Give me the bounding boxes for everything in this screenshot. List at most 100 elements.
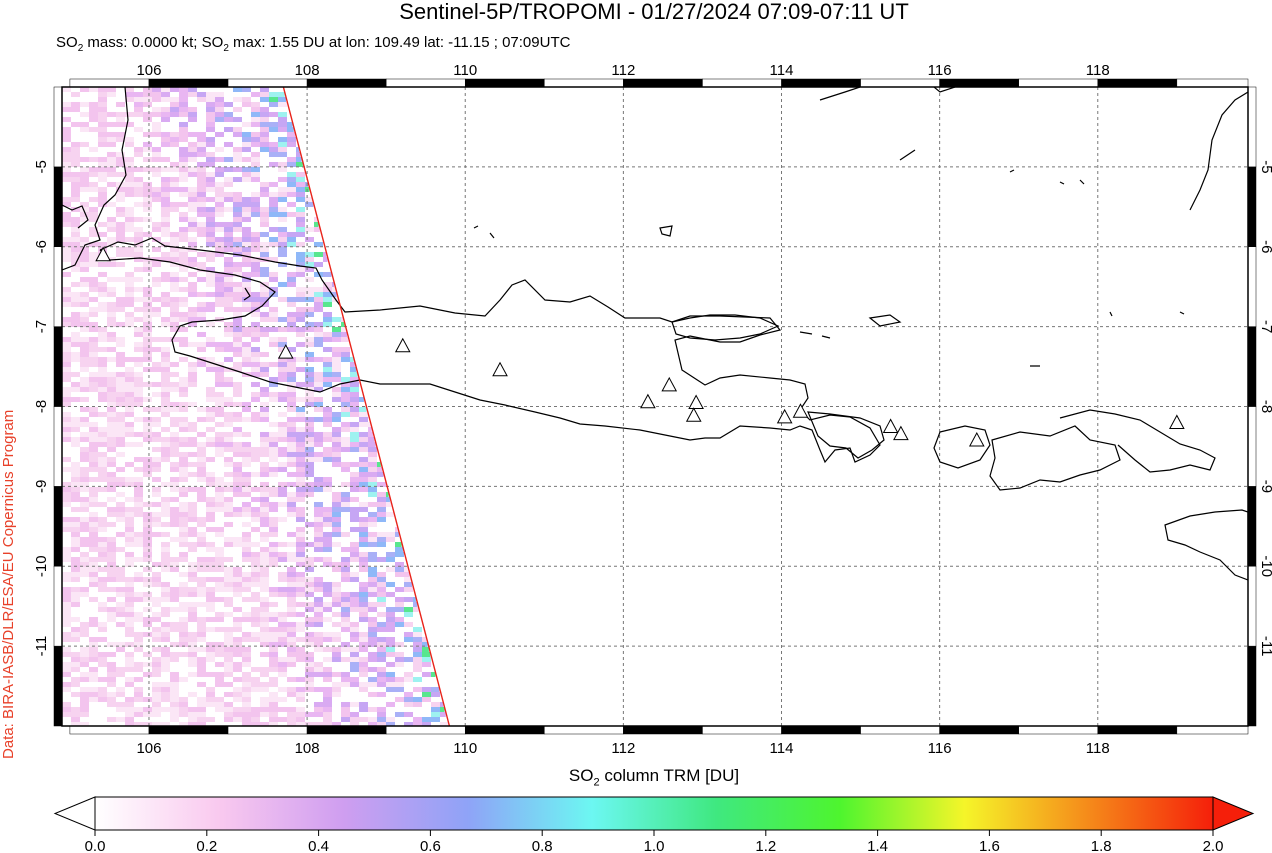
so2-pixel bbox=[251, 667, 260, 672]
so2-pixel bbox=[107, 717, 116, 722]
so2-pixel bbox=[197, 497, 206, 502]
so2-pixel bbox=[62, 352, 71, 357]
so2-pixel bbox=[197, 197, 206, 202]
so2-pixel bbox=[143, 347, 152, 352]
so2-pixel bbox=[242, 647, 251, 652]
so2-pixel bbox=[89, 147, 98, 152]
so2-pixel bbox=[215, 587, 224, 592]
so2-pixel bbox=[341, 327, 346, 332]
so2-pixel bbox=[251, 687, 260, 692]
so2-pixel bbox=[125, 677, 134, 682]
so2-pixel bbox=[62, 547, 71, 552]
so2-pixel bbox=[251, 352, 260, 357]
so2-pixel bbox=[71, 122, 80, 127]
so2-pixel bbox=[323, 592, 332, 597]
so2-pixel bbox=[287, 417, 296, 422]
so2-pixel bbox=[305, 342, 314, 347]
so2-pixel bbox=[143, 192, 152, 197]
so2-pixel bbox=[188, 442, 197, 447]
so2-pixel bbox=[251, 397, 260, 402]
so2-pixel bbox=[125, 682, 134, 687]
frame-band-top bbox=[148, 78, 229, 88]
so2-pixel bbox=[125, 372, 134, 377]
so2-pixel bbox=[224, 267, 233, 272]
so2-pixel bbox=[431, 707, 440, 712]
so2-pixel bbox=[278, 492, 287, 497]
so2-pixel bbox=[134, 127, 143, 132]
so2-pixel bbox=[287, 632, 296, 637]
so2-pixel bbox=[269, 127, 278, 132]
so2-pixel bbox=[278, 432, 287, 437]
so2-pixel bbox=[251, 157, 260, 162]
so2-pixel bbox=[197, 617, 206, 622]
so2-pixel bbox=[62, 342, 71, 347]
so2-pixel bbox=[323, 432, 332, 437]
so2-pixel bbox=[224, 287, 233, 292]
so2-pixel bbox=[152, 532, 161, 537]
so2-pixel bbox=[224, 672, 233, 677]
so2-pixel bbox=[152, 247, 161, 252]
so2-pixel bbox=[251, 372, 260, 377]
so2-pixel bbox=[179, 217, 188, 222]
so2-pixel bbox=[134, 362, 143, 367]
so2-pixel bbox=[62, 427, 71, 432]
so2-pixel bbox=[242, 307, 251, 312]
so2-pixel bbox=[350, 447, 359, 452]
so2-pixel bbox=[71, 667, 80, 672]
so2-pixel bbox=[377, 637, 386, 642]
so2-pixel bbox=[89, 342, 98, 347]
so2-pixel bbox=[341, 502, 350, 507]
so2-pixel bbox=[62, 437, 71, 442]
so2-pixel bbox=[368, 677, 377, 682]
so2-pixel bbox=[278, 622, 287, 627]
so2-pixel bbox=[224, 302, 233, 307]
so2-pixel bbox=[134, 227, 143, 232]
so2-pixel bbox=[188, 142, 197, 147]
so2-pixel bbox=[395, 587, 404, 592]
so2-pixel bbox=[332, 657, 341, 662]
so2-pixel bbox=[287, 402, 296, 407]
so2-pixel bbox=[188, 562, 197, 567]
so2-pixel bbox=[332, 397, 341, 402]
so2-pixel bbox=[116, 307, 125, 312]
so2-pixel bbox=[89, 377, 98, 382]
so2-pixel bbox=[278, 592, 287, 597]
lat-tick-label-right: -5 bbox=[1258, 160, 1272, 173]
so2-pixel bbox=[170, 692, 179, 697]
so2-pixel bbox=[152, 597, 161, 602]
so2-pixel bbox=[242, 132, 251, 137]
so2-pixel bbox=[179, 232, 188, 237]
so2-pixel bbox=[89, 527, 98, 532]
so2-pixel bbox=[80, 572, 89, 577]
so2-pixel bbox=[215, 567, 224, 572]
so2-pixel bbox=[179, 302, 188, 307]
so2-pixel bbox=[80, 487, 89, 492]
so2-pixel bbox=[260, 192, 269, 197]
so2-pixel bbox=[224, 502, 233, 507]
so2-pixel bbox=[80, 237, 89, 242]
so2-pixel bbox=[134, 392, 143, 397]
so2-pixel bbox=[125, 432, 134, 437]
frame-band-bottom bbox=[306, 725, 387, 735]
so2-pixel bbox=[323, 547, 332, 552]
so2-pixel bbox=[215, 502, 224, 507]
so2-pixel bbox=[350, 422, 359, 427]
so2-pixel bbox=[71, 142, 80, 147]
so2-pixel bbox=[260, 452, 269, 457]
so2-pixel bbox=[206, 497, 215, 502]
so2-pixel bbox=[314, 442, 323, 447]
so2-pixel bbox=[197, 517, 206, 522]
so2-pixel bbox=[305, 382, 314, 387]
so2-pixel bbox=[107, 682, 116, 687]
so2-pixel bbox=[359, 462, 368, 467]
so2-pixel bbox=[350, 487, 359, 492]
so2-pixel bbox=[260, 562, 269, 567]
so2-pixel bbox=[242, 402, 251, 407]
so2-pixel bbox=[179, 532, 188, 537]
so2-pixel bbox=[206, 342, 215, 347]
so2-pixel bbox=[341, 712, 350, 717]
so2-pixel bbox=[125, 162, 134, 167]
so2-pixel bbox=[116, 117, 125, 122]
so2-pixel bbox=[71, 532, 80, 537]
so2-pixel bbox=[143, 307, 152, 312]
